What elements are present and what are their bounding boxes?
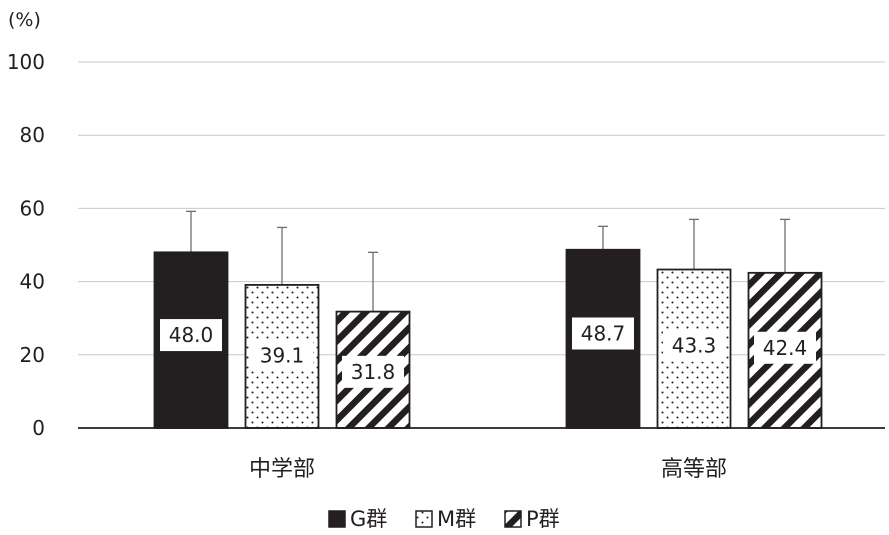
x-tick-label: 高等部 (661, 457, 727, 482)
data-label: 43.3 (672, 334, 717, 358)
x-tick-labels: 中学部 高等部 (249, 457, 727, 482)
y-axis-unit: (%) (8, 9, 41, 31)
legend-label: G群 (350, 507, 387, 531)
legend-label: P群 (526, 507, 560, 531)
legend-swatch-dots (415, 510, 433, 528)
legend-swatch-solid (328, 510, 346, 528)
data-label-box (754, 331, 816, 364)
error-bars (186, 210, 790, 312)
y-tick-label: 20 (20, 343, 45, 367)
y-tick-label: 100 (7, 50, 45, 74)
y-tick-label: 0 (32, 416, 45, 440)
y-tick-label: 80 (20, 123, 45, 147)
data-label-box (572, 317, 634, 350)
data-label: 31.8 (351, 360, 396, 384)
data-labels: 48.0 48.7 39.1 43.3 31.8 42.4 (160, 317, 816, 388)
y-tick-label: 60 (20, 196, 45, 220)
data-label-box (342, 355, 404, 388)
data-label: 42.4 (763, 336, 808, 360)
data-label: 48.7 (581, 321, 626, 345)
x-tick-label: 中学部 (249, 457, 315, 482)
data-label: 48.0 (169, 323, 214, 347)
legend-swatch-hatch (504, 510, 522, 528)
y-tick-labels: 0 20 40 60 80 100 (7, 50, 45, 440)
legend-label: M群 (437, 507, 476, 531)
data-label-box (251, 339, 313, 372)
y-tick-label: 40 (20, 270, 45, 294)
legend: G群 M群 P群 (328, 507, 560, 531)
data-label-box (160, 319, 222, 352)
data-label-box (663, 329, 725, 362)
data-label: 39.1 (260, 343, 305, 367)
